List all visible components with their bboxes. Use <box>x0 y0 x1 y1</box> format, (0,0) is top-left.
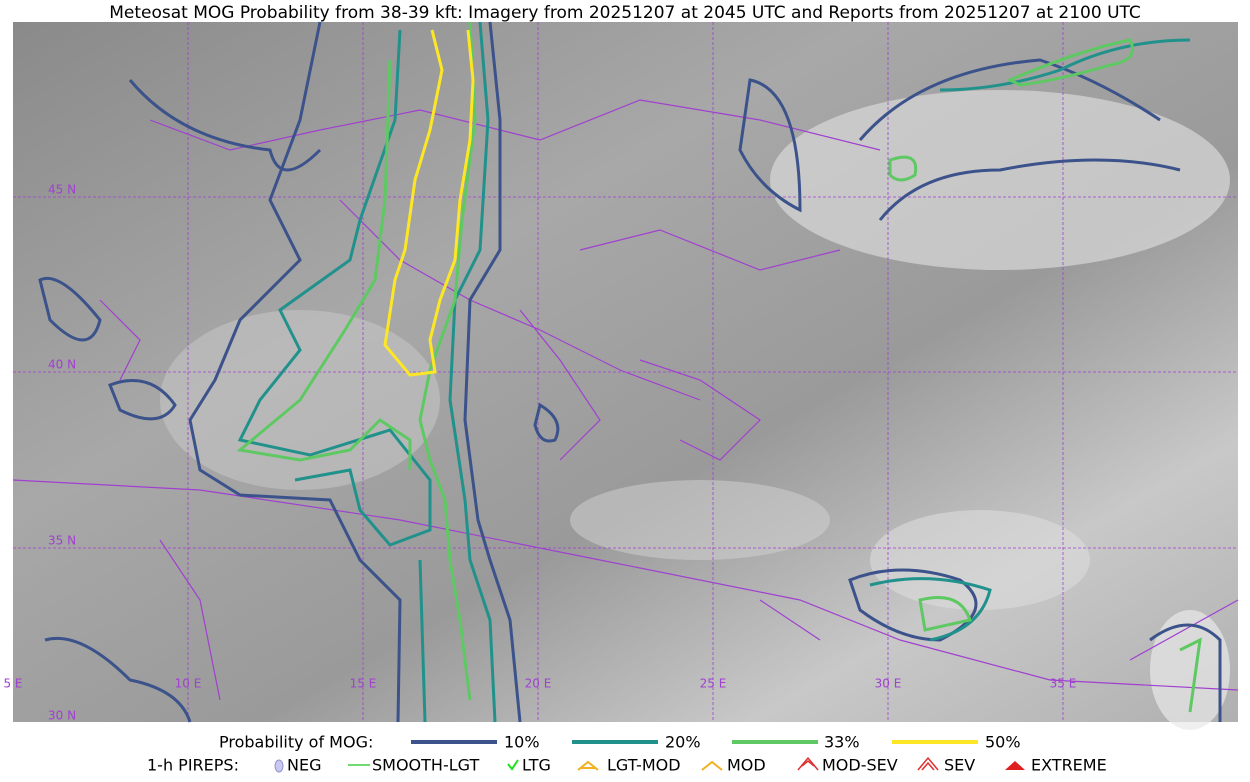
legend <box>274 740 1025 773</box>
lat-label: 45 N <box>48 183 76 197</box>
lon-label: 10 E <box>175 677 202 691</box>
grid <box>13 22 1238 722</box>
legend-item: LTG <box>522 756 551 775</box>
contour-33 <box>236 21 1202 713</box>
lon-label: 30 E <box>875 677 902 691</box>
lon-label: 20 E <box>525 677 552 691</box>
legend-item: MOD-SEV <box>822 756 898 775</box>
contour-20 <box>237 29 1191 723</box>
lon-label: 25 E <box>700 677 727 691</box>
lat-label: 35 N <box>48 534 76 548</box>
legend-item: 33% <box>824 733 860 752</box>
lon-label: 5 E <box>3 677 22 691</box>
contour-10 <box>38 58 1222 723</box>
icon-mod-sev <box>797 756 819 771</box>
contour-10 <box>188 21 402 723</box>
cloud <box>1150 610 1230 730</box>
icon-neg <box>274 759 284 773</box>
legend-item: 10% <box>504 733 540 752</box>
contour-10 <box>463 21 522 723</box>
icon-sev <box>917 756 939 771</box>
icon-ltg <box>507 759 519 771</box>
icon-mod <box>701 760 723 771</box>
contour-50 <box>383 29 475 377</box>
lon-label: 15 E <box>350 677 377 691</box>
legend-item: EXTREME <box>1031 756 1107 775</box>
contours <box>38 21 1222 723</box>
icon-extreme <box>1005 761 1025 770</box>
legend-item: 50% <box>985 733 1021 752</box>
legend-item: SEV <box>944 756 975 775</box>
legend-item: SMOOTH-LGT <box>372 756 479 775</box>
cloud <box>870 510 1090 610</box>
cloud <box>570 480 830 560</box>
icon-lgt-mod <box>577 760 599 771</box>
legend-item: LGT-MOD <box>607 756 681 775</box>
borders <box>12 99 1239 701</box>
contour-20 <box>448 21 497 723</box>
lon-label: 35 E <box>1050 677 1077 691</box>
lat-label: 40 N <box>48 358 76 372</box>
legend-label: 1-h PIREPS: <box>147 756 239 775</box>
title: Meteosat MOG Probability from 38-39 kft:… <box>109 3 1141 23</box>
map <box>12 21 1239 730</box>
legend-label: Probability of MOG: <box>219 733 373 752</box>
cloud <box>770 90 1230 270</box>
legend-item: MOD <box>727 756 766 775</box>
legend-item: NEG <box>287 756 321 775</box>
legend-item: 20% <box>665 733 701 752</box>
lat-label: 30 N <box>48 709 76 723</box>
